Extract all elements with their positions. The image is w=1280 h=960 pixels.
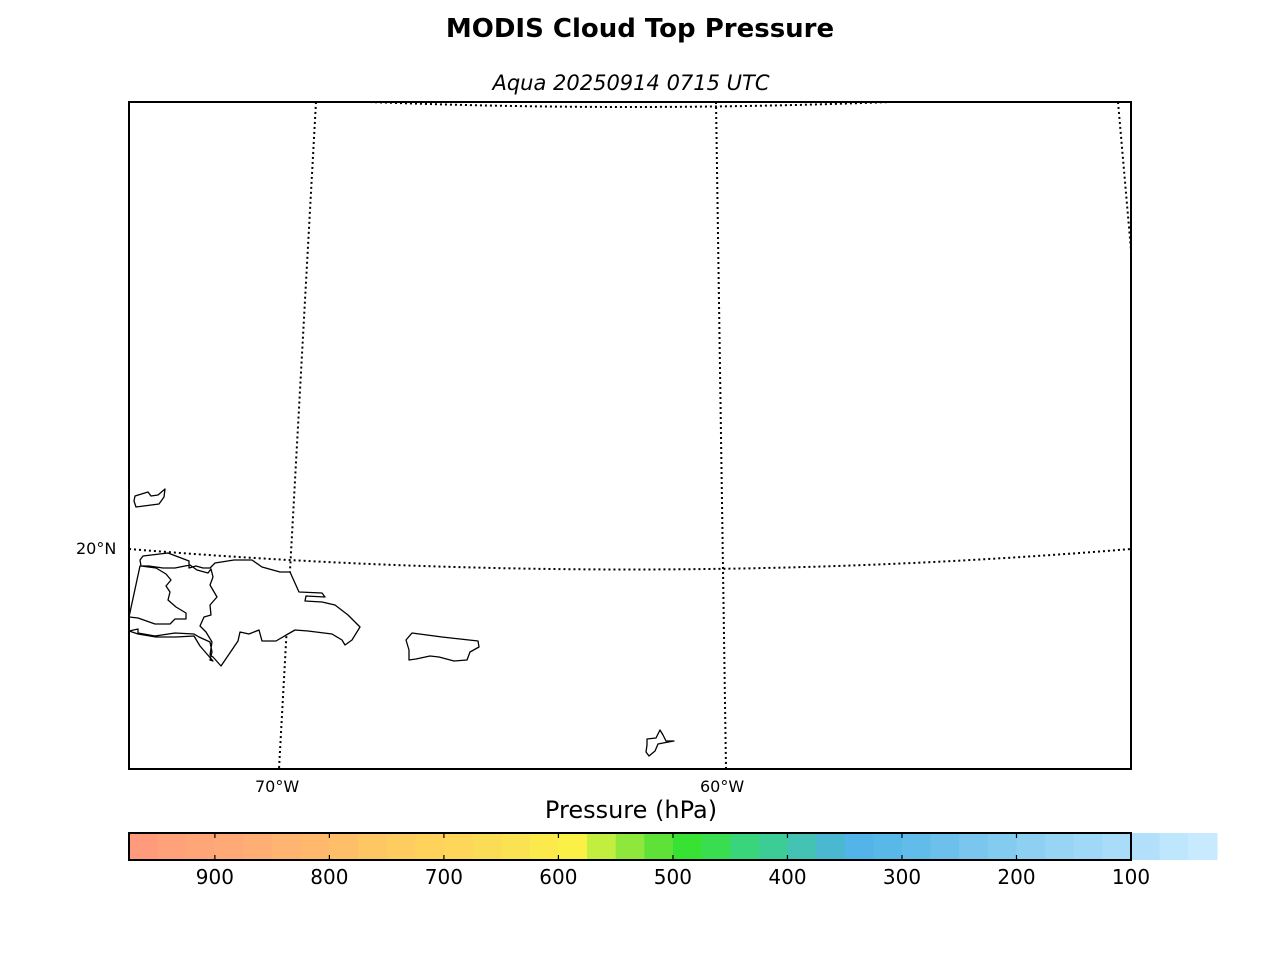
colorbar-swatch — [186, 833, 216, 860]
map-frame-border — [128, 101, 1132, 770]
colorbar-swatch — [1188, 833, 1218, 860]
colorbar-swatch — [844, 833, 874, 860]
colorbar-swatch — [1131, 833, 1161, 860]
colorbar-tick-label: 400 — [768, 865, 807, 889]
colorbar-swatch — [873, 833, 903, 860]
colorbar-swatch — [1159, 833, 1189, 860]
turks-and-caicos-island — [133, 488, 166, 508]
colorbar-swatch — [558, 833, 588, 860]
colorbar-swatch — [758, 833, 789, 860]
colorbar-swatch — [443, 833, 474, 860]
parallel-30n — [369, 102, 891, 108]
colorbar-swatch — [129, 833, 159, 860]
map-panel[interactable] — [128, 101, 1132, 770]
colorbar-tick-label: 300 — [882, 865, 922, 889]
chart-subtitle: Aqua 20250914 0715 UTC — [492, 71, 770, 95]
colorbar-swatch — [816, 833, 846, 860]
coastlines — [129, 488, 675, 757]
colorbar-swatch — [501, 833, 531, 860]
graticule — [129, 102, 1131, 769]
colorbar-swatch — [1016, 833, 1046, 860]
colorbar-border — [128, 832, 1132, 861]
colorbar-tick-label: 200 — [997, 865, 1036, 889]
colorbar-swatch — [959, 833, 989, 860]
colorbar-swatch — [930, 833, 960, 860]
meridian-60w — [715, 102, 727, 769]
chart-title: MODIS Cloud Top Pressure — [445, 14, 835, 44]
map-frame-background — [129, 102, 1131, 769]
colorbar-swatch — [358, 833, 388, 860]
colorbar-tick-label: 700 — [424, 865, 463, 889]
colorbar-swatch — [730, 833, 760, 860]
colorbar-swatch — [157, 833, 187, 860]
colorbar-swatch — [300, 833, 330, 860]
colorbar-swatch — [615, 833, 645, 860]
colorbar-swatch — [415, 833, 445, 860]
colorbar-swatch — [472, 833, 502, 860]
colorbar-swatch — [701, 833, 731, 860]
colorbar-swatch — [529, 833, 560, 860]
colorbar-swatch — [272, 833, 302, 860]
colorbar-tick-label: 500 — [653, 865, 692, 889]
lon-label-70w: 70°W — [255, 777, 300, 796]
colorbar-swatch — [672, 833, 703, 860]
guadeloupe-island — [645, 729, 675, 757]
colorbar — [128, 832, 1218, 861]
colorbar-swatch — [587, 833, 617, 860]
colorbar-label: Pressure (hPa) — [544, 796, 718, 824]
colorbar-swatch — [1045, 833, 1075, 860]
colorbar-swatch — [787, 833, 817, 860]
colorbar-swatch — [1073, 833, 1103, 860]
lat-label-20n: 20°N — [76, 539, 117, 558]
colorbar-swatch — [243, 833, 273, 860]
colorbar-tick-label: 100 — [1111, 865, 1151, 889]
colorbar-swatch — [386, 833, 416, 860]
meridian-70w — [278, 102, 317, 769]
parallel-20n — [129, 548, 1131, 571]
colorbar-tick-label: 900 — [195, 865, 234, 889]
colorbar-swatch — [987, 833, 1018, 860]
colorbar-tick-label: 800 — [310, 865, 349, 889]
puerto-rico-island — [405, 632, 480, 662]
hispaniola-island — [129, 552, 361, 667]
colorbar-swatch — [329, 833, 359, 860]
colorbar-swatch — [901, 833, 932, 860]
colorbar-tick-label: 600 — [539, 865, 578, 889]
lon-label-60w: 60°W — [700, 777, 745, 796]
colorbar-swatch — [214, 833, 245, 860]
colorbar-swatch — [1102, 833, 1132, 860]
colorbar-swatch — [644, 833, 674, 860]
